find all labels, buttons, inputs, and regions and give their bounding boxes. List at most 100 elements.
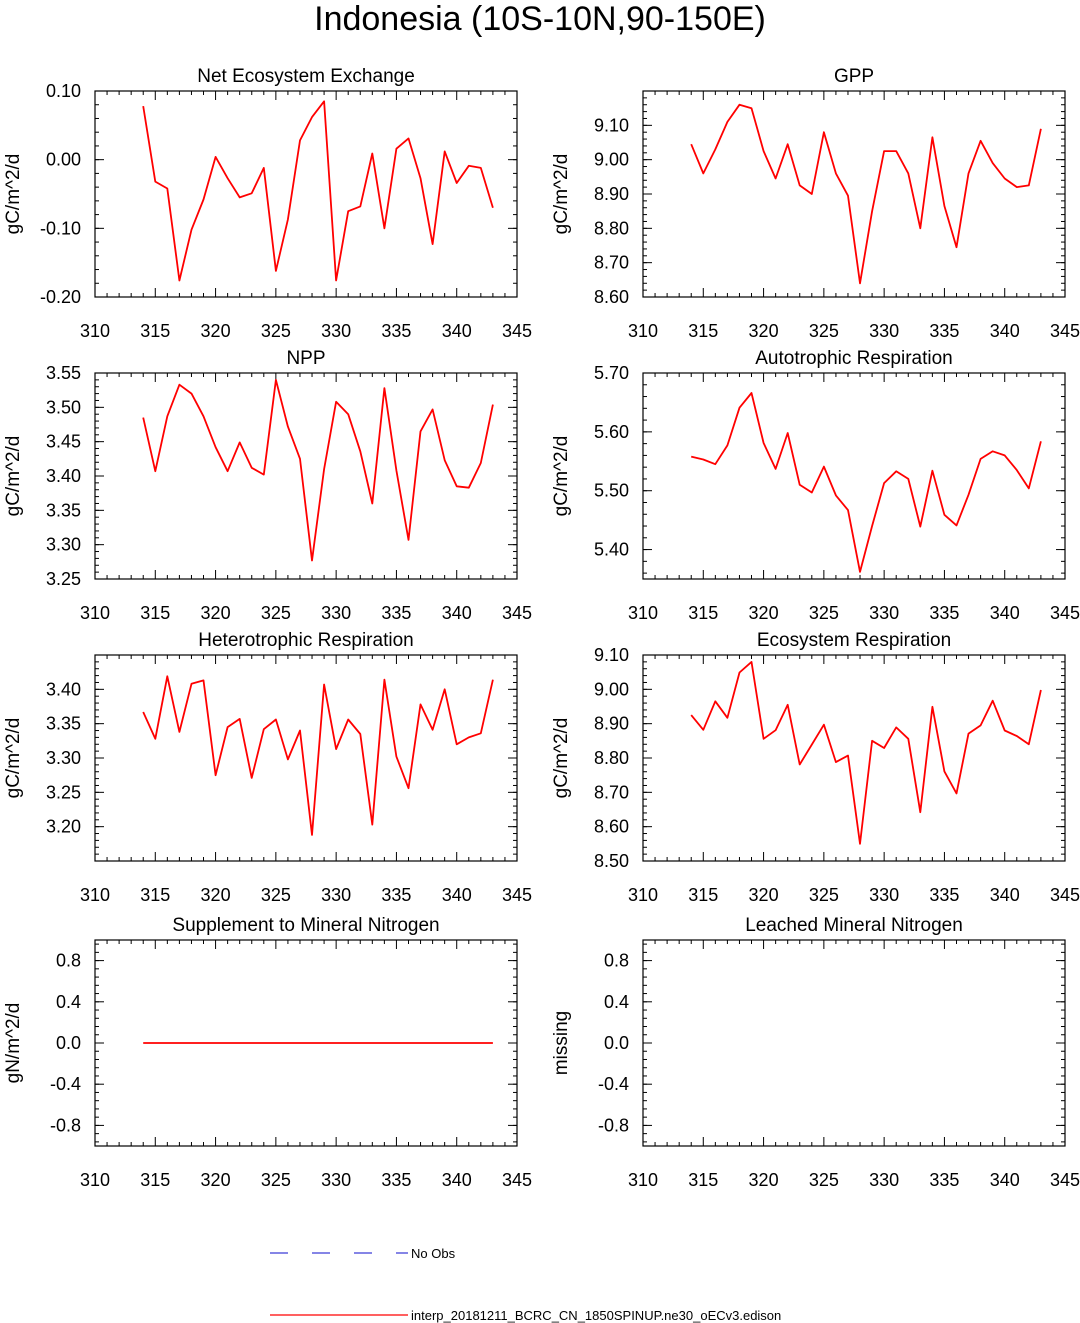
x-tick-label: 315 — [140, 1170, 170, 1190]
x-tick-label: 330 — [321, 885, 351, 905]
x-tick-label: 320 — [201, 885, 231, 905]
x-tick-label: 325 — [261, 885, 291, 905]
y-axis-label: gN/m^2/d — [3, 1003, 24, 1084]
y-tick-label: 9.00 — [594, 150, 629, 170]
x-tick-label: 315 — [688, 1170, 718, 1190]
x-tick-label: 325 — [261, 603, 291, 623]
chart-panel: Net Ecosystem Exchange gC/m^2/d 310 315 320 3… — [3, 66, 532, 341]
y-tick-label: 0.8 — [56, 951, 81, 971]
x-tick-label: 335 — [381, 603, 411, 623]
panel-title: Autotrophic Respiration — [755, 348, 953, 369]
y-tick-label: 3.20 — [46, 817, 81, 837]
plot-frame — [94, 654, 518, 862]
x-tick-label: 345 — [502, 1170, 532, 1190]
y-tick-label: 0.00 — [46, 150, 81, 170]
x-tick-label: 310 — [628, 321, 658, 341]
series-line — [690, 661, 1042, 845]
x-tick-label: 345 — [1050, 603, 1080, 623]
plot-frame — [642, 939, 1066, 1147]
x-tick-label: 325 — [809, 603, 839, 623]
x-tick-label: 320 — [201, 603, 231, 623]
series-line — [690, 103, 1042, 285]
y-axis-label: gC/m^2/d — [551, 154, 572, 235]
series-line — [142, 378, 494, 562]
x-tick-label: 340 — [442, 885, 472, 905]
legend-label: No Obs — [411, 1246, 456, 1261]
x-tick-label: 310 — [80, 885, 110, 905]
y-tick-label: -0.8 — [598, 1115, 629, 1135]
x-tick-label: 345 — [502, 321, 532, 341]
y-tick-label: 8.80 — [594, 748, 629, 768]
x-tick-label: 330 — [869, 603, 899, 623]
x-tick-label: 340 — [442, 1170, 472, 1190]
y-tick-label: 5.60 — [594, 422, 629, 442]
x-tick-label: 315 — [140, 321, 170, 341]
y-tick-label: 3.35 — [46, 714, 81, 734]
panel-title: Ecosystem Respiration — [757, 630, 951, 651]
x-tick-label: 310 — [628, 603, 658, 623]
x-tick-label: 330 — [869, 321, 899, 341]
x-tick-label: 335 — [381, 1170, 411, 1190]
x-tick-label: 310 — [628, 885, 658, 905]
y-tick-label: 3.35 — [46, 500, 81, 520]
panel-title: Heterotrophic Respiration — [198, 630, 413, 651]
x-tick-label: 315 — [688, 885, 718, 905]
x-tick-label: 320 — [749, 603, 779, 623]
y-tick-label: 0.4 — [56, 992, 81, 1012]
x-tick-label: 340 — [442, 321, 472, 341]
y-tick-label: -0.20 — [40, 287, 81, 307]
x-tick-label: 330 — [869, 885, 899, 905]
legend-label: interp_20181211_BCRC_CN_1850SPINUP.ne30_… — [411, 1308, 781, 1323]
y-tick-label: 8.60 — [594, 817, 629, 837]
x-tick-label: 325 — [809, 1170, 839, 1190]
x-tick-label: 325 — [809, 321, 839, 341]
x-tick-label: 320 — [749, 885, 779, 905]
y-axis-label: gC/m^2/d — [3, 154, 24, 235]
y-axis-label: gC/m^2/d — [3, 718, 24, 799]
x-tick-label: 345 — [502, 603, 532, 623]
y-tick-label: 0.4 — [604, 992, 629, 1012]
x-tick-label: 335 — [381, 885, 411, 905]
x-tick-label: 340 — [990, 1170, 1020, 1190]
panel-title: NPP — [286, 348, 325, 369]
x-tick-label: 325 — [261, 321, 291, 341]
x-tick-label: 310 — [80, 321, 110, 341]
y-tick-label: 8.90 — [594, 714, 629, 734]
y-tick-label: 8.70 — [594, 253, 629, 273]
y-tick-label: 0.0 — [604, 1033, 629, 1053]
plot-frame — [94, 90, 518, 298]
y-tick-label: 8.60 — [594, 287, 629, 307]
y-tick-label: 0.0 — [56, 1033, 81, 1053]
y-tick-label: 8.80 — [594, 218, 629, 238]
series-line — [142, 100, 494, 282]
chart-panel: Supplement to Mineral Nitrogen gN/m^2/d 31… — [3, 915, 532, 1190]
y-tick-label: 8.70 — [594, 782, 629, 802]
plot-frame — [94, 372, 518, 580]
x-tick-label: 320 — [201, 321, 231, 341]
x-tick-label: 335 — [929, 885, 959, 905]
y-axis-label: missing — [551, 1011, 572, 1075]
x-tick-label: 330 — [321, 1170, 351, 1190]
x-tick-label: 315 — [688, 603, 718, 623]
x-tick-label: 345 — [1050, 885, 1080, 905]
x-tick-label: 315 — [140, 885, 170, 905]
y-tick-label: -0.8 — [50, 1115, 81, 1135]
x-tick-label: 340 — [990, 885, 1020, 905]
y-tick-label: -0.4 — [50, 1074, 81, 1094]
panel-title: GPP — [834, 66, 874, 87]
x-tick-label: 335 — [381, 321, 411, 341]
y-tick-label: 3.55 — [46, 363, 81, 383]
x-tick-label: 315 — [688, 321, 718, 341]
x-tick-label: 310 — [80, 603, 110, 623]
y-axis-label: gC/m^2/d — [3, 436, 24, 517]
x-tick-label: 340 — [442, 603, 472, 623]
y-tick-label: 5.40 — [594, 540, 629, 560]
y-tick-label: 9.10 — [594, 115, 629, 135]
y-tick-label: 3.25 — [46, 782, 81, 802]
y-tick-label: 3.50 — [46, 397, 81, 417]
panel-title: Leached Mineral Nitrogen — [745, 915, 963, 936]
y-tick-label: 3.30 — [46, 748, 81, 768]
x-tick-label: 335 — [929, 321, 959, 341]
y-tick-label: 8.50 — [594, 851, 629, 871]
